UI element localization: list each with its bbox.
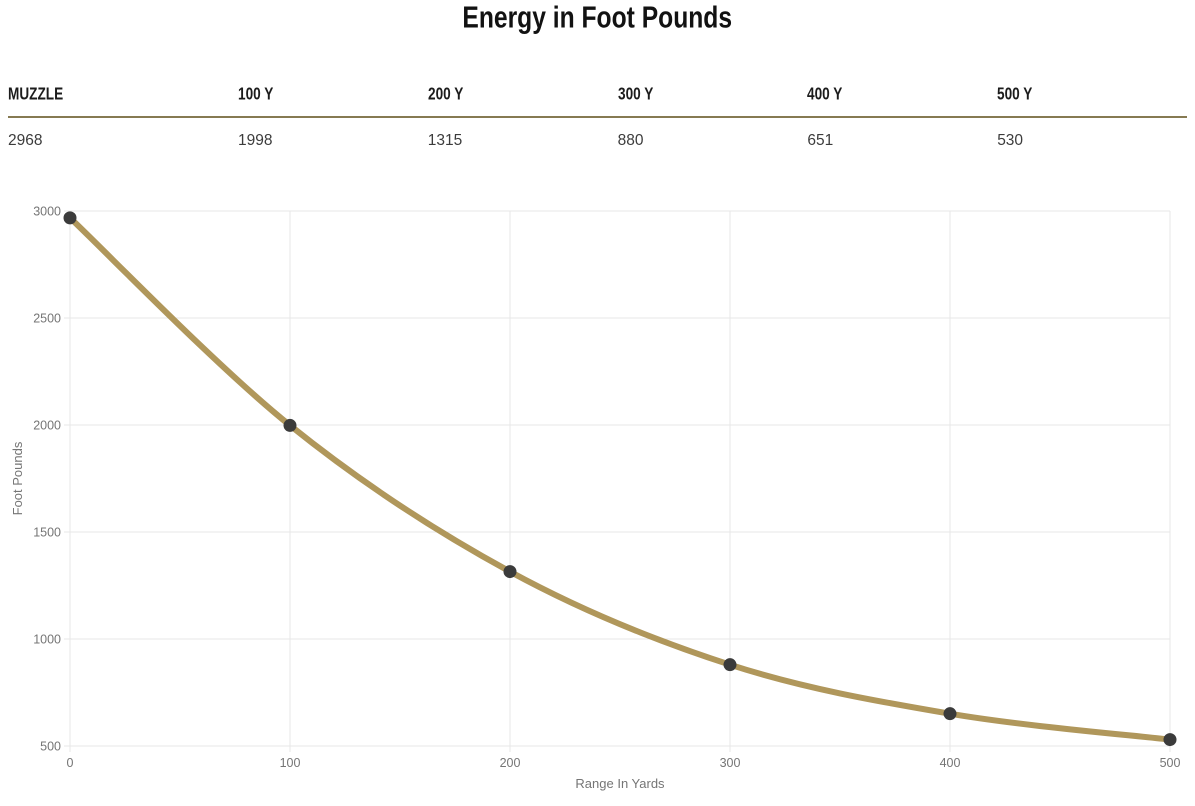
data-point[interactable]: [503, 565, 517, 579]
table-header-label: 200 Y: [427, 85, 464, 104]
data-point[interactable]: [1163, 733, 1177, 747]
table-value-muzzle: 2968: [8, 132, 43, 149]
y-tick-label: 1500: [33, 526, 61, 540]
table-value-500y: 530: [997, 132, 1024, 149]
energy-chart-canvas[interactable]: 500 1000 1500 2000 2500 3000 0 100 200 300 400 500 R…: [0, 195, 1195, 801]
table-value-row: 2968 1998 1315 880 651 530: [8, 118, 1187, 150]
table-divider: [8, 116, 1187, 118]
y-tick-label: 500: [40, 740, 61, 754]
data-point[interactable]: [283, 418, 297, 432]
y-axis-title: Foot Pounds: [10, 441, 25, 515]
table-header-row: MUZZLE 100 Y 200 Y 300 Y 400 Y 500 Y: [8, 85, 1187, 116]
energy-chart[interactable]: 500 1000 1500 2000 2500 3000 0 100 200 300 400 500 R…: [0, 195, 1195, 801]
table-header-label: MUZZLE: [8, 85, 64, 104]
table-header-muzzle: MUZZLE: [8, 85, 238, 104]
table-header-200y: 200 Y: [427, 85, 618, 104]
page-title-text: Energy in Foot Pounds: [462, 0, 733, 35]
y-tick-label: 3000: [33, 205, 61, 219]
energy-curve: [67, 214, 1173, 743]
y-tick-label: 2500: [33, 312, 61, 326]
page-title: Energy in Foot Pounds: [0, 0, 1195, 35]
x-axis-title: Range In Yards: [575, 776, 665, 791]
x-tick-label: 500: [1160, 756, 1181, 770]
table-header-300y: 300 Y: [617, 85, 808, 104]
table-header-100y: 100 Y: [238, 85, 428, 104]
x-tick-label: 300: [720, 756, 741, 770]
table-value-100y: 1998: [238, 132, 273, 149]
y-tick-label: 2000: [33, 419, 61, 433]
table-value-400y: 651: [807, 132, 834, 149]
table-header-500y: 500 Y: [997, 85, 1187, 104]
table-header-label: 300 Y: [617, 85, 653, 104]
x-tick-label: 400: [940, 756, 961, 770]
x-tick-label: 200: [500, 756, 521, 770]
table-header-400y: 400 Y: [807, 85, 997, 104]
table-value-200y: 1315: [427, 132, 463, 149]
y-tick-label: 1000: [33, 633, 61, 647]
table-value-300y: 880: [617, 132, 644, 149]
x-tick-label: 0: [67, 756, 74, 770]
table-header-label: 100 Y: [238, 85, 274, 104]
data-point[interactable]: [63, 211, 77, 225]
data-point[interactable]: [723, 658, 737, 672]
table-header-label: 400 Y: [807, 85, 843, 104]
table-header-label: 500 Y: [997, 85, 1033, 104]
ballistics-table: MUZZLE 100 Y 200 Y 300 Y 400 Y 500 Y 296…: [8, 85, 1187, 150]
data-point[interactable]: [943, 707, 957, 721]
x-tick-label: 100: [280, 756, 301, 770]
